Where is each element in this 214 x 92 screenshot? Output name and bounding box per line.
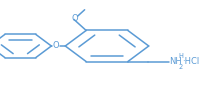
Text: ·HCl: ·HCl xyxy=(182,57,200,66)
Text: NH: NH xyxy=(169,57,182,66)
Text: H: H xyxy=(178,53,183,59)
Text: O: O xyxy=(53,41,59,51)
Text: 2: 2 xyxy=(178,64,182,70)
Text: O: O xyxy=(72,14,78,23)
